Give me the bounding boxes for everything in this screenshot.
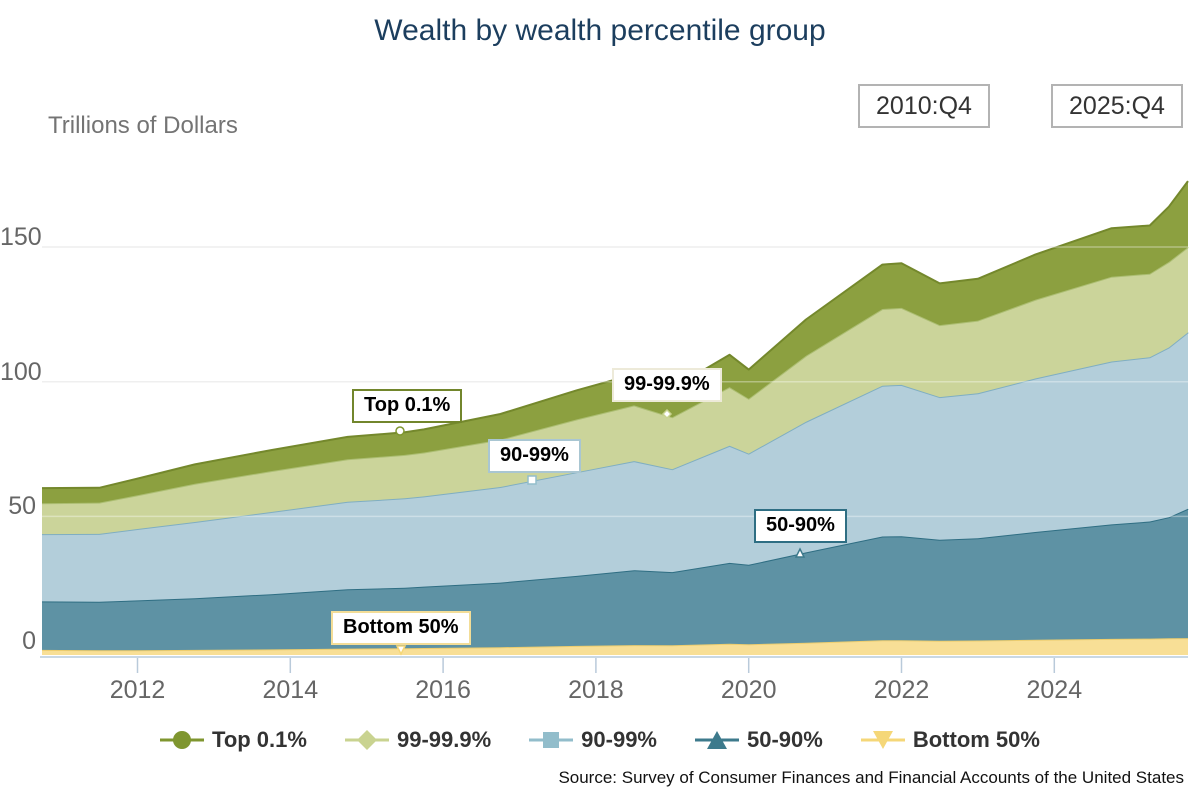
series-label-bottom-50-: Bottom 50% (331, 611, 471, 645)
x-axis-label-2016: 2016 (415, 676, 471, 704)
legend-item-99-99-9-[interactable]: 99-99.9% (344, 727, 492, 753)
legend-circle-icon (160, 731, 205, 749)
x-axis-label-2012: 2012 (109, 676, 166, 704)
boundary-line-99-99-9- (41, 246, 1189, 505)
legend-triangle-down-icon (860, 731, 905, 749)
area-50-90- (42, 508, 1188, 651)
y-axis-label-100: 100 (0, 357, 42, 386)
callout-marker-50-90--icon (794, 547, 806, 558)
legend-label-50-90-: 50-90% (747, 727, 823, 752)
y-axis-label-50: 50 (8, 492, 36, 521)
legend: Top 0.1% 99-99.9% 90-99% 50-90% Bottom 50% (0, 727, 1200, 753)
x-axis-label-2018: 2018 (568, 676, 624, 704)
legend-square-icon (529, 732, 574, 748)
callout-marker-bottom-50--icon (395, 645, 407, 656)
legend-label-90-99-: 90-99% (581, 727, 657, 752)
y-axis-title: Trillions of Dollars (48, 112, 238, 139)
range-start-input[interactable]: 2010:Q4 (858, 84, 990, 128)
legend-label-99-99-9-: 99-99.9% (396, 727, 492, 752)
series-label-50-90-: 50-90% (754, 509, 847, 543)
series-label-90-99-: 90-99% (488, 439, 581, 473)
x-axis-label-2020: 2020 (720, 676, 777, 704)
legend-item-50-90-[interactable]: 50-90% (695, 727, 823, 753)
legend-item-top-0-1-[interactable]: Top 0.1% (160, 727, 307, 753)
legend-diamond-icon (344, 730, 389, 750)
x-axis-label-2014: 2014 (262, 676, 319, 704)
y-axis-label-150: 150 (0, 223, 42, 252)
source-note: Source: Survey of Consumer Finances and … (558, 768, 1184, 787)
area-90-99- (42, 332, 1188, 602)
callout-marker-90-99--icon (527, 475, 537, 485)
legend-label-bottom-50-: Bottom 50% (912, 727, 1040, 752)
legend-item-90-99-[interactable]: 90-99% (529, 727, 657, 753)
area-bottom-50- (42, 638, 1188, 655)
x-axis-label-2024: 2024 (1026, 676, 1083, 704)
legend-item-bottom-50-[interactable]: Bottom 50% (860, 727, 1040, 753)
legend-label-top-0-1-: Top 0.1% (212, 727, 307, 752)
series-label-top-0-1-: Top 0.1% (352, 389, 463, 423)
legend-triangle-icon (695, 731, 739, 749)
x-axis-label-2022: 2022 (873, 676, 930, 704)
callout-marker-99-99-9--icon (661, 408, 673, 420)
page-title: Wealth by wealth percentile group (374, 14, 826, 47)
range-end-input[interactable]: 2025:Q4 (1051, 84, 1183, 128)
boundary-line-90-99- (41, 331, 1189, 536)
callout-marker-top-0-1--icon (395, 426, 405, 436)
y-axis-label-0: 0 (22, 627, 36, 655)
series-label-99-99-9-: 99-99.9% (612, 368, 722, 402)
